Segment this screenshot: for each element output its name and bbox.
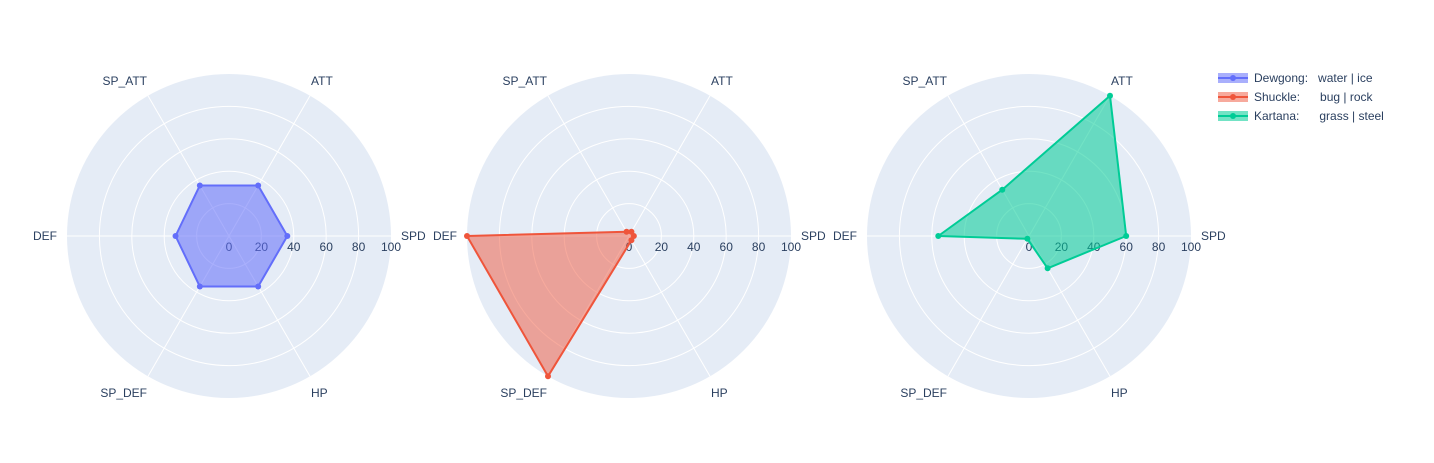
legend-marker: [1230, 113, 1236, 119]
legend-label: Dewgong: water | ice: [1254, 71, 1373, 85]
angular-axis-label: SP_ATT: [503, 74, 548, 88]
angular-axis-label: SP_ATT: [903, 74, 948, 88]
angular-axis-label: HP: [1111, 386, 1128, 400]
data-point[interactable]: [255, 182, 262, 189]
angular-gridline: [947, 235, 1030, 377]
legend: Dewgong: water | ice Shuckle: bug | rock K…: [1218, 71, 1384, 123]
angular-axis-label: SP_DEF: [900, 386, 947, 400]
angular-axis-label: DEF: [433, 229, 457, 243]
data-point[interactable]: [255, 283, 262, 290]
data-point[interactable]: [464, 233, 470, 239]
radial-tick-label: 60: [720, 240, 734, 254]
data-point[interactable]: [999, 186, 1006, 193]
radial-tick-label: 80: [1152, 240, 1166, 254]
legend-item[interactable]: Kartana: grass | steel: [1218, 109, 1384, 123]
legend-item[interactable]: Shuckle: bug | rock: [1218, 90, 1374, 104]
data-point[interactable]: [1123, 233, 1130, 239]
angular-axis-label: ATT: [711, 74, 733, 88]
data-point[interactable]: [1044, 265, 1051, 272]
angular-gridline: [628, 235, 711, 377]
radial-tick-label: 60: [1120, 240, 1134, 254]
legend-label: Shuckle: bug | rock: [1254, 90, 1374, 104]
legend-marker: [1230, 94, 1236, 100]
angular-gridline: [547, 95, 630, 237]
angular-axis-label: SPD: [801, 229, 826, 243]
radial-tick-label: 20: [655, 240, 669, 254]
radial-tick-label: 0: [1026, 240, 1033, 254]
legend-marker: [1230, 75, 1236, 81]
radial-tick-label: 40: [287, 240, 301, 254]
radial-tick-label: 80: [752, 240, 766, 254]
legend-item[interactable]: Dewgong: water | ice: [1218, 71, 1373, 85]
radial-tick-label: 80: [352, 240, 366, 254]
data-point[interactable]: [545, 373, 551, 380]
data-point[interactable]: [172, 233, 179, 239]
radial-tick-label: 0: [626, 240, 633, 254]
data-point[interactable]: [196, 182, 203, 189]
data-point[interactable]: [623, 228, 630, 235]
angular-axis-label: SP_DEF: [500, 386, 547, 400]
angular-axis-label: DEF: [833, 229, 857, 243]
data-point[interactable]: [1107, 92, 1113, 99]
angular-axis-label: HP: [311, 386, 328, 400]
radial-tick-label: 40: [687, 240, 701, 254]
angular-axis-label: SP_DEF: [100, 386, 147, 400]
angular-axis-label: DEF: [33, 229, 57, 243]
angular-axis-label: HP: [711, 386, 728, 400]
data-point[interactable]: [935, 233, 942, 239]
angular-axis-label: SPD: [1201, 229, 1226, 243]
radial-tick-label: 100: [1181, 240, 1201, 254]
data-point[interactable]: [196, 283, 203, 290]
data-point[interactable]: [1024, 235, 1031, 242]
radial-tick-label: 100: [781, 240, 801, 254]
radial-tick-label: 100: [381, 240, 401, 254]
radial-tick-label: 60: [320, 240, 334, 254]
angular-axis-label: SP_ATT: [103, 74, 148, 88]
data-point[interactable]: [628, 237, 635, 244]
angular-gridline: [628, 95, 711, 237]
angular-axis-label: ATT: [1111, 74, 1133, 88]
data-point[interactable]: [284, 233, 291, 239]
angular-axis-label: SPD: [401, 229, 426, 243]
data-point[interactable]: [628, 228, 635, 235]
legend-label: Kartana: grass | steel: [1254, 109, 1384, 123]
angular-axis-label: ATT: [311, 74, 333, 88]
polar-subplot-2: SPD ATT SP_ATT DEF SP_DEF HP 0 20 40 60 80 100: [433, 74, 826, 400]
